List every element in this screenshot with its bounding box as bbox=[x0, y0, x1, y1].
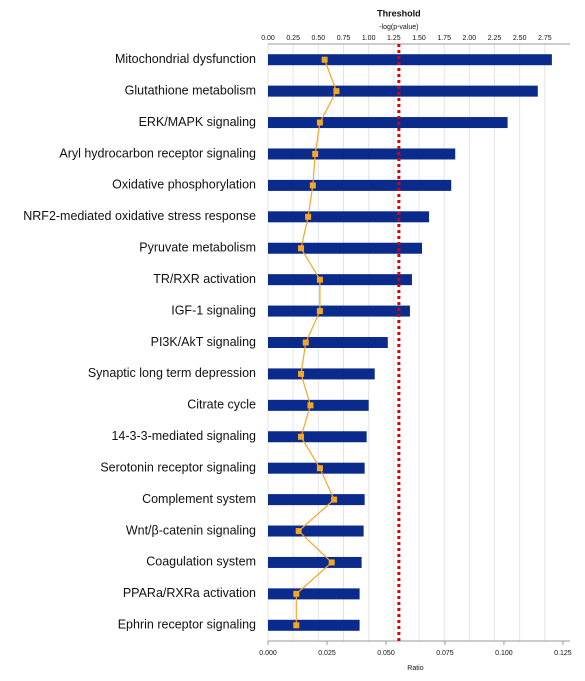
bar bbox=[268, 211, 430, 223]
x-tick-label: 1.25 bbox=[387, 35, 401, 42]
x-tick-label: 1.75 bbox=[437, 35, 451, 42]
ratio-marker bbox=[316, 465, 323, 472]
category-label: Oxidative phosphorylation bbox=[112, 178, 256, 192]
x2-tick-label: 0.125 bbox=[554, 650, 572, 657]
category-label: PI3K/AkT signaling bbox=[151, 335, 256, 349]
category-label: 14-3-3-mediated signaling bbox=[111, 429, 256, 443]
ratio-marker bbox=[333, 88, 340, 95]
ratio-marker bbox=[295, 528, 302, 535]
threshold-label: Threshold bbox=[377, 8, 421, 18]
ratio-marker bbox=[316, 276, 323, 283]
bar bbox=[268, 588, 360, 600]
bar bbox=[268, 431, 367, 443]
category-label: Coagulation system bbox=[146, 555, 256, 569]
ratio-marker bbox=[309, 182, 316, 189]
bar bbox=[268, 368, 375, 380]
ratio-marker bbox=[293, 590, 300, 597]
ratio-marker bbox=[307, 402, 314, 409]
ratio-marker bbox=[331, 496, 338, 503]
category-label: ERK/MAPK signaling bbox=[139, 115, 256, 129]
ratio-marker bbox=[298, 433, 305, 440]
x-axis-title: -log(p-value) bbox=[379, 24, 418, 31]
ratio-marker bbox=[298, 370, 305, 377]
x-tick-label: 2.50 bbox=[513, 35, 527, 42]
bar bbox=[268, 179, 452, 191]
x-tick-label: 2.00 bbox=[463, 35, 477, 42]
x2-tick-label: 0.050 bbox=[377, 650, 395, 657]
category-label: Mitochondrial dysfunction bbox=[115, 52, 256, 66]
bar bbox=[268, 462, 365, 474]
x-tick-label: 2.25 bbox=[488, 35, 502, 42]
x-tick-label: 0.50 bbox=[312, 35, 326, 42]
x-tick-label: 0.25 bbox=[286, 35, 300, 42]
x2-tick-label: 0.100 bbox=[495, 650, 513, 657]
category-label: Serotonin receptor signaling bbox=[100, 460, 256, 474]
category-label: Synaptic long term depression bbox=[88, 366, 256, 380]
x2-tick-label: 0.075 bbox=[436, 650, 454, 657]
x2-tick-label: 0.025 bbox=[318, 650, 336, 657]
category-label: Ephrin receptor signaling bbox=[118, 618, 256, 632]
ratio-marker bbox=[321, 56, 328, 63]
category-label: NRF2-mediated oxidative stress response bbox=[23, 209, 256, 223]
category-label: Aryl hydrocarbon receptor signaling bbox=[59, 146, 256, 160]
ratio-marker bbox=[312, 150, 319, 157]
x-tick-label: 2.75 bbox=[538, 35, 552, 42]
category-label: Citrate cycle bbox=[187, 398, 256, 412]
category-label: PPARa/RXRa activation bbox=[123, 586, 256, 600]
x-tick-label: 0.75 bbox=[337, 35, 351, 42]
category-label: Wnt/β-catenin signaling bbox=[126, 523, 256, 537]
ratio-marker bbox=[316, 308, 323, 315]
x2-tick-label: 0.000 bbox=[259, 650, 277, 657]
category-label: TR/RXR activation bbox=[153, 272, 256, 286]
bar bbox=[268, 54, 552, 66]
bar bbox=[268, 305, 410, 317]
x-tick-label: 1.50 bbox=[412, 35, 426, 42]
category-label: IGF-1 signaling bbox=[171, 303, 256, 317]
ratio-marker bbox=[328, 559, 335, 566]
ratio-marker bbox=[298, 245, 305, 252]
x-tick-label: 1.00 bbox=[362, 35, 376, 42]
bar bbox=[268, 525, 364, 537]
ratio-marker bbox=[293, 622, 300, 629]
bar bbox=[268, 399, 369, 411]
bar bbox=[268, 242, 423, 254]
ratio-marker bbox=[316, 119, 323, 126]
bar bbox=[268, 556, 362, 568]
ratio-marker bbox=[302, 339, 309, 346]
bar bbox=[268, 337, 388, 348]
bar bbox=[268, 494, 365, 506]
bar bbox=[268, 117, 508, 129]
x-tick-label: 0.00 bbox=[261, 35, 275, 42]
category-label: Glutathione metabolism bbox=[125, 83, 256, 97]
category-label: Pyruvate metabolism bbox=[139, 241, 256, 255]
bar bbox=[268, 619, 360, 631]
bar bbox=[268, 274, 412, 286]
bar bbox=[268, 85, 538, 97]
ratio-marker bbox=[305, 213, 312, 220]
x2-axis-title: Ratio bbox=[407, 665, 423, 672]
category-label: Complement system bbox=[142, 492, 256, 506]
bar bbox=[268, 148, 456, 160]
